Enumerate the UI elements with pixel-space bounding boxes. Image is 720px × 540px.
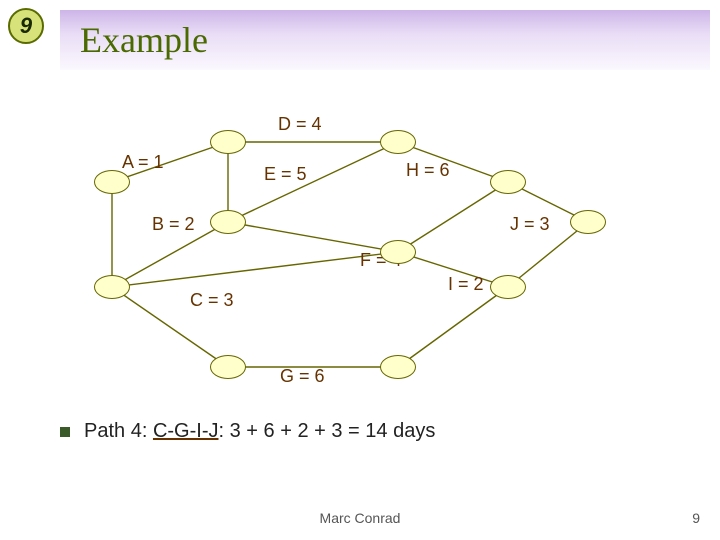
graph-node	[94, 275, 130, 299]
edge-label: C = 3	[190, 290, 234, 311]
graph-node	[570, 210, 606, 234]
graph-node	[380, 355, 416, 379]
slide-number-top: 9	[20, 13, 32, 39]
graph-node	[490, 170, 526, 194]
graph-node	[94, 170, 130, 194]
graph-node	[490, 275, 526, 299]
edge-label: J = 3	[510, 214, 550, 235]
edge	[112, 252, 398, 287]
slide-number-badge: 9	[8, 8, 44, 44]
bullet-icon	[60, 427, 70, 437]
footer-author: Marc Conrad	[0, 510, 720, 526]
bullet-path: C-G-I-J	[153, 420, 219, 443]
graph-node	[380, 240, 416, 264]
edge-label: I = 2	[448, 274, 484, 295]
edges-layer	[60, 100, 620, 390]
footer-page: 9	[692, 510, 700, 526]
title-bar: Example	[60, 10, 710, 70]
page-title: Example	[80, 19, 208, 61]
edge-label: E = 5	[264, 164, 307, 185]
edge	[398, 287, 508, 367]
graph-node	[210, 355, 246, 379]
graph-node	[380, 130, 416, 154]
bullet-row: Path 4: C-G-I-J : 3 + 6 + 2 + 3 = 14 day…	[60, 420, 680, 443]
bullet-calc: : 3 + 6 + 2 + 3 = 14 days	[219, 420, 436, 443]
network-diagram: A = 1D = 4E = 5B = 2H = 6J = 3F = 4C = 3…	[60, 100, 620, 390]
graph-node	[210, 130, 246, 154]
edge-label: G = 6	[280, 366, 325, 387]
bullet-prefix: Path 4:	[84, 420, 147, 443]
edge-label: D = 4	[278, 114, 322, 135]
edge	[398, 182, 508, 252]
edge-label: B = 2	[152, 214, 195, 235]
edge	[228, 222, 398, 252]
edge	[228, 142, 398, 222]
graph-node	[210, 210, 246, 234]
edge-label: H = 6	[406, 160, 450, 181]
edge-label: A = 1	[122, 152, 164, 173]
